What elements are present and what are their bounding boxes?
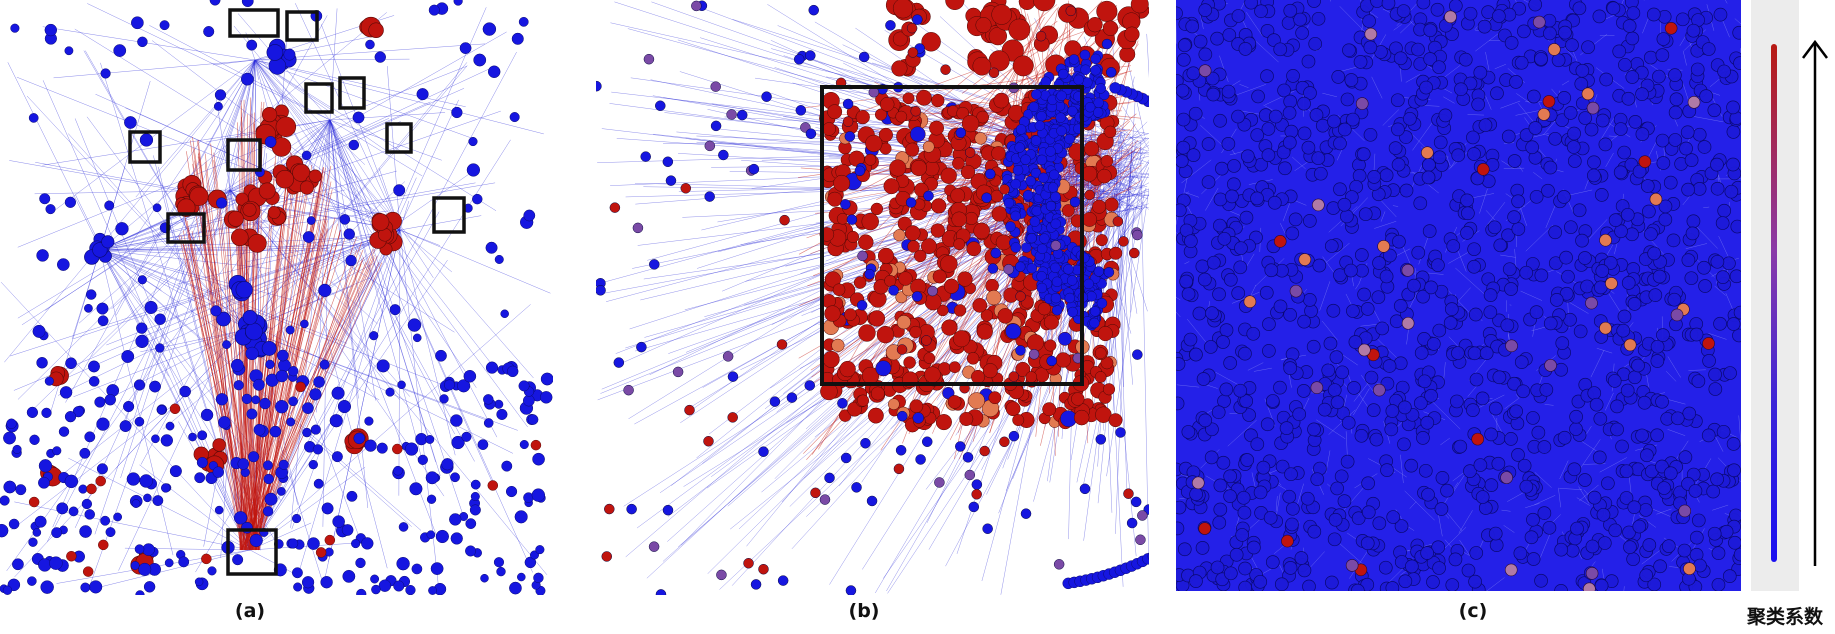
colorbar-label: 聚类系数 — [1747, 606, 1824, 628]
network-panel-b — [596, 0, 1149, 595]
highlight-boxes-b — [820, 85, 1084, 386]
up-arrow-icon — [1800, 38, 1830, 568]
colorbar-gradient — [1771, 44, 1777, 562]
network-graph-a — [0, 0, 553, 595]
nodes-c — [1176, 0, 1741, 591]
network-graph-b — [596, 0, 1149, 595]
caption-a: (a) — [234, 600, 266, 622]
caption-c: (c) — [1458, 600, 1488, 622]
network-panel-a — [0, 0, 553, 595]
highlight-boxes-a — [128, 8, 466, 576]
network-panel-c — [1176, 0, 1741, 591]
caption-b: (b) — [848, 600, 880, 622]
nodes-a — [0, 0, 553, 595]
nodes-b — [596, 0, 1149, 595]
network-graph-c — [1176, 0, 1741, 591]
colorbar — [1751, 0, 1799, 591]
